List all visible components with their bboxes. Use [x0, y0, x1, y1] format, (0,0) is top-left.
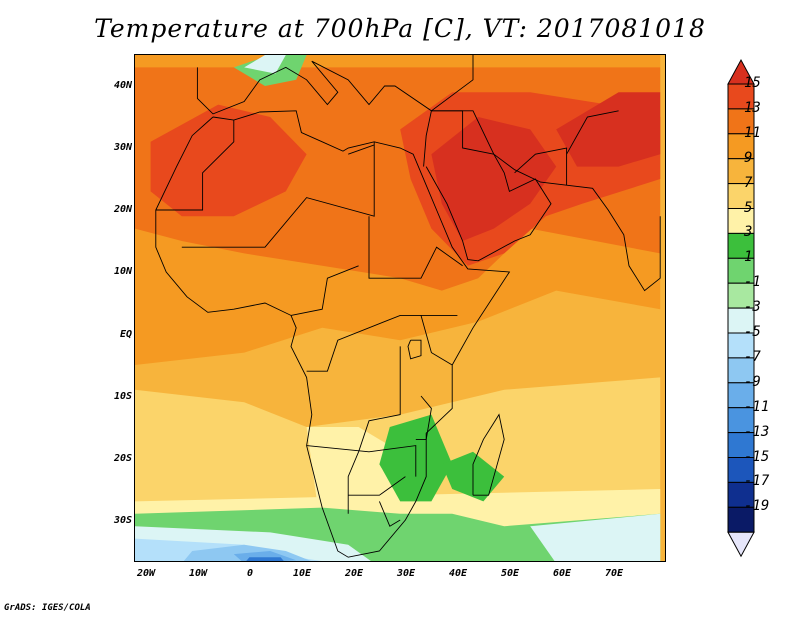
border-congo-north	[306, 314, 458, 372]
temp-zone-15-asia	[556, 92, 661, 167]
colorbar-box	[727, 457, 755, 483]
lake-victoria	[407, 339, 422, 360]
colorbar-tick-label: -1	[744, 274, 761, 291]
colorbar-box	[727, 282, 755, 309]
lon-label-20w: 20W	[136, 568, 156, 579]
colorbar-box	[727, 108, 755, 135]
colorbar-box	[727, 382, 755, 409]
lon-label-10e: 10E	[292, 568, 312, 579]
madagascar-coastline	[472, 413, 505, 496]
lat-label-10s: 10S	[113, 391, 132, 402]
colorbar-bottom-arrow	[727, 531, 755, 558]
lon-label-10w: 10W	[188, 568, 208, 579]
lon-label-20e: 20E	[344, 568, 364, 579]
colorbar-tick-label: -15	[744, 448, 770, 465]
colorbar-box	[727, 357, 755, 384]
lat-label-30s: 30S	[113, 515, 132, 526]
colorbar-tick-label: 9	[744, 149, 753, 166]
colorbar-tick-label: -19	[744, 498, 770, 515]
border-lesotho	[378, 501, 401, 527]
lat-label-20s: 20S	[113, 453, 132, 464]
border-malawi	[415, 395, 432, 440]
map-canvas	[135, 55, 665, 561]
lat-label-10n: 10N	[113, 266, 132, 277]
asia-coastline	[493, 153, 661, 292]
colorbar-box	[727, 481, 755, 508]
border-central-south	[347, 346, 401, 514]
border-iran	[514, 147, 568, 186]
border-kenya	[420, 315, 453, 366]
colorbar-box	[727, 183, 755, 209]
colorbar-box	[727, 307, 755, 334]
colorbar-tick-label: -11	[744, 398, 770, 415]
colorbar-box	[727, 407, 755, 434]
colorbar-box	[727, 133, 755, 160]
colorbar-tick-label: -13	[744, 423, 770, 440]
colorbar-box	[727, 158, 755, 185]
colorbar-tick-label: 11	[744, 124, 761, 141]
chart-title: Temperature at 700hPa [C], VT: 201708101…	[94, 14, 706, 43]
lat-label-20n: 20N	[113, 204, 132, 215]
colorbar-box	[727, 83, 755, 110]
temp-zone-alps-cold	[244, 55, 286, 74]
lon-label-40e: 40E	[448, 568, 468, 579]
lat-label-40n: 40N	[113, 80, 132, 91]
colorbar-box	[727, 332, 755, 359]
colorbar-box	[727, 208, 755, 234]
lat-label-eq: EQ	[119, 329, 132, 340]
colorbar-tick-label: 15	[744, 75, 761, 91]
colorbar-tick-label: -9	[744, 373, 761, 390]
border-egypt-libya	[348, 144, 375, 155]
border-mauritania-algeria	[155, 120, 235, 211]
lon-label-30e: 30E	[396, 568, 416, 579]
border-angola-namibia	[306, 445, 417, 477]
temp-zone-neg3-east	[530, 513, 661, 561]
lon-label-50e: 50E	[500, 568, 520, 579]
colorbar-tick-label: -3	[744, 299, 761, 316]
border-cameroon-chad	[290, 265, 359, 316]
temp-zone-neg13	[246, 557, 284, 561]
border-afghanistan	[566, 110, 619, 155]
africa-coastline	[155, 110, 511, 558]
colorbar-tick-label: 5	[744, 199, 753, 216]
europe-coastline	[196, 55, 474, 115]
colorbar-tick-label: 13	[744, 99, 761, 116]
lon-label-70e: 70E	[604, 568, 624, 579]
colorbar-tick-label: -5	[744, 324, 761, 340]
colorbar-tick-label: 1	[744, 249, 753, 266]
colorbar	[727, 58, 755, 558]
colorbar-tick-label: -7	[744, 348, 761, 365]
lon-label-60e: 60E	[552, 568, 572, 579]
border-sahel	[181, 141, 375, 248]
lon-label-0: 0	[246, 568, 254, 579]
footer-credit: GrADS: IGES/COLA	[4, 603, 91, 613]
colorbar-tick-label: -17	[744, 473, 770, 490]
temp-zone-13-west	[150, 104, 307, 217]
border-sudan	[368, 216, 463, 279]
colorbar-box	[727, 232, 755, 259]
colorbar-tick-label: 7	[744, 174, 753, 191]
border-iraq	[431, 110, 494, 155]
border-botswana	[348, 476, 406, 496]
colorbar-tick-label: 3	[744, 224, 753, 241]
lat-label-30n: 30N	[113, 142, 132, 153]
temperature-map	[134, 54, 666, 562]
